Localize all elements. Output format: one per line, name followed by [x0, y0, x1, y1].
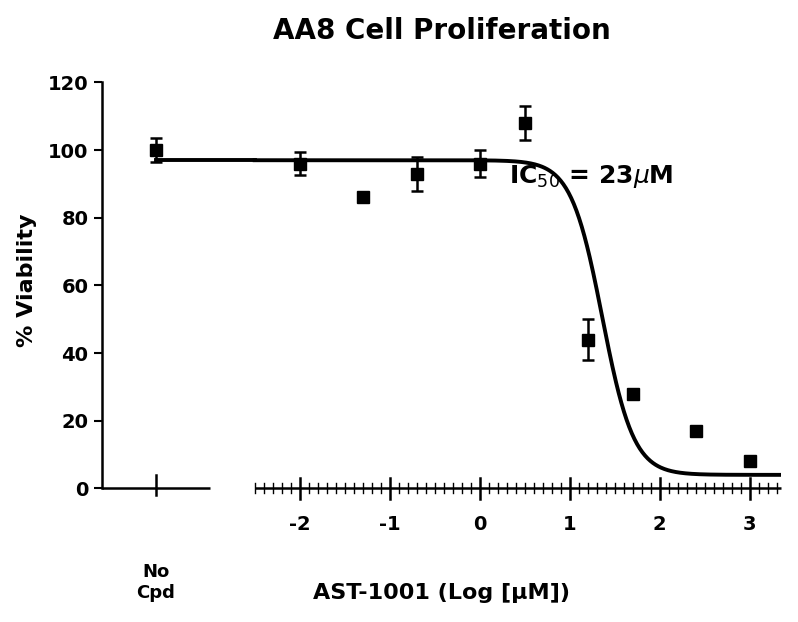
- Y-axis label: % Viability: % Viability: [17, 213, 37, 347]
- Title: AA8 Cell Proliferation: AA8 Cell Proliferation: [273, 17, 610, 45]
- Text: IC$_{50}$ = 23$\mu$M: IC$_{50}$ = 23$\mu$M: [509, 164, 674, 190]
- X-axis label: AST-1001 (Log [μM]): AST-1001 (Log [μM]): [313, 583, 570, 603]
- Text: No
Cpd: No Cpd: [136, 563, 175, 601]
